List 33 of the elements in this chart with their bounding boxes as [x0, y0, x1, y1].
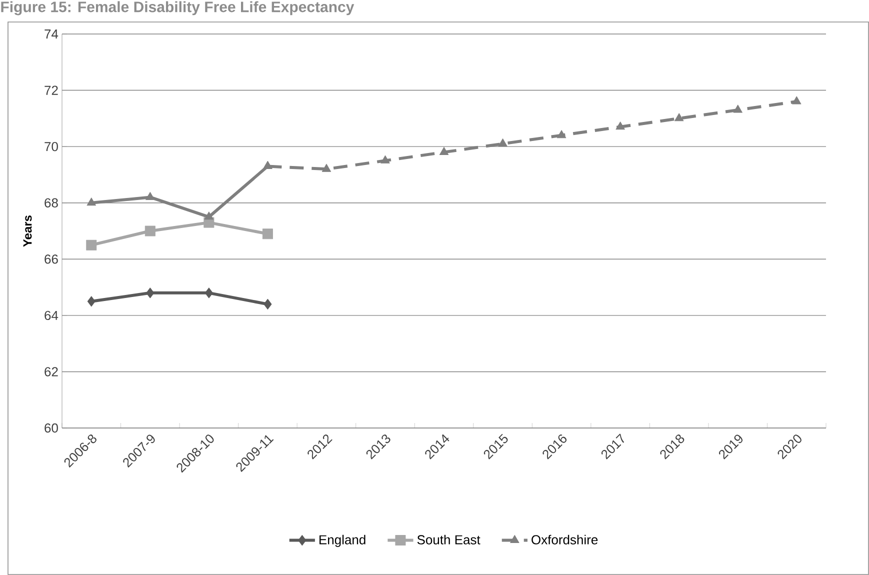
point [263, 161, 272, 170]
point [87, 296, 96, 307]
point [498, 138, 508, 147]
point [204, 288, 213, 298]
legend-label: South East [417, 534, 480, 544]
point [616, 122, 625, 130]
point [556, 130, 566, 138]
y-tick-label: 60 [44, 423, 58, 433]
y-axis-title: Years [23, 215, 32, 247]
point [674, 113, 684, 122]
legend-label: England [320, 534, 366, 547]
point [792, 96, 802, 104]
point [204, 212, 214, 220]
point [264, 298, 272, 310]
y-tick-label: 70 [44, 142, 58, 152]
point [146, 192, 155, 200]
point [262, 228, 273, 240]
y-tick-label: 68 [44, 198, 58, 208]
point [86, 198, 96, 206]
point [733, 104, 742, 113]
point [146, 288, 154, 298]
legend-label: Oxfordshire [532, 534, 598, 544]
chart-title: Figure 15: Female Disability Free Life Expectancy [1, 1, 354, 16]
point [144, 226, 156, 236]
y-tick-label: 64 [44, 310, 58, 320]
y-tick-label: 62 [44, 367, 58, 376]
point [322, 164, 332, 172]
y-tick-label: 72 [44, 86, 58, 95]
point [439, 146, 449, 155]
point [380, 155, 390, 164]
y-tick-label: 66 [44, 254, 58, 264]
point [86, 240, 97, 250]
y-tick-label: 74 [44, 30, 58, 38]
